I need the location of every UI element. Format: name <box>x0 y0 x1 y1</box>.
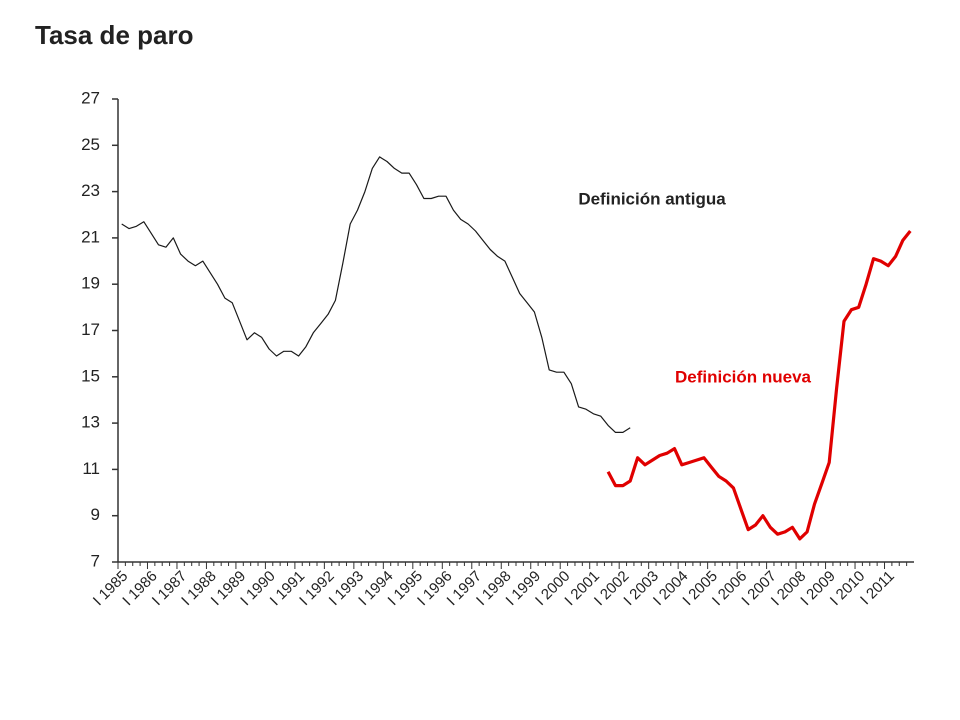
series-label: Definición nueva <box>675 367 812 386</box>
y-tick-label: 25 <box>81 135 100 154</box>
y-tick-label: 27 <box>81 88 100 107</box>
y-tick-label: 21 <box>81 227 100 246</box>
y-tick-label: 13 <box>81 413 100 432</box>
y-tick-label: 17 <box>81 320 100 339</box>
chart-title: Tasa de paro <box>35 20 193 50</box>
series-label: Definición antigua <box>578 189 726 208</box>
x-tick-label: I 2011 <box>857 568 898 609</box>
y-tick-label: 11 <box>82 459 100 478</box>
y-tick-label: 19 <box>81 274 100 293</box>
series-line <box>121 156 631 433</box>
y-tick-label: 7 <box>91 551 100 570</box>
y-tick-label: 23 <box>81 181 100 200</box>
y-tick-label: 15 <box>81 366 100 385</box>
series-line <box>606 229 912 541</box>
y-tick-label: 9 <box>91 505 100 524</box>
